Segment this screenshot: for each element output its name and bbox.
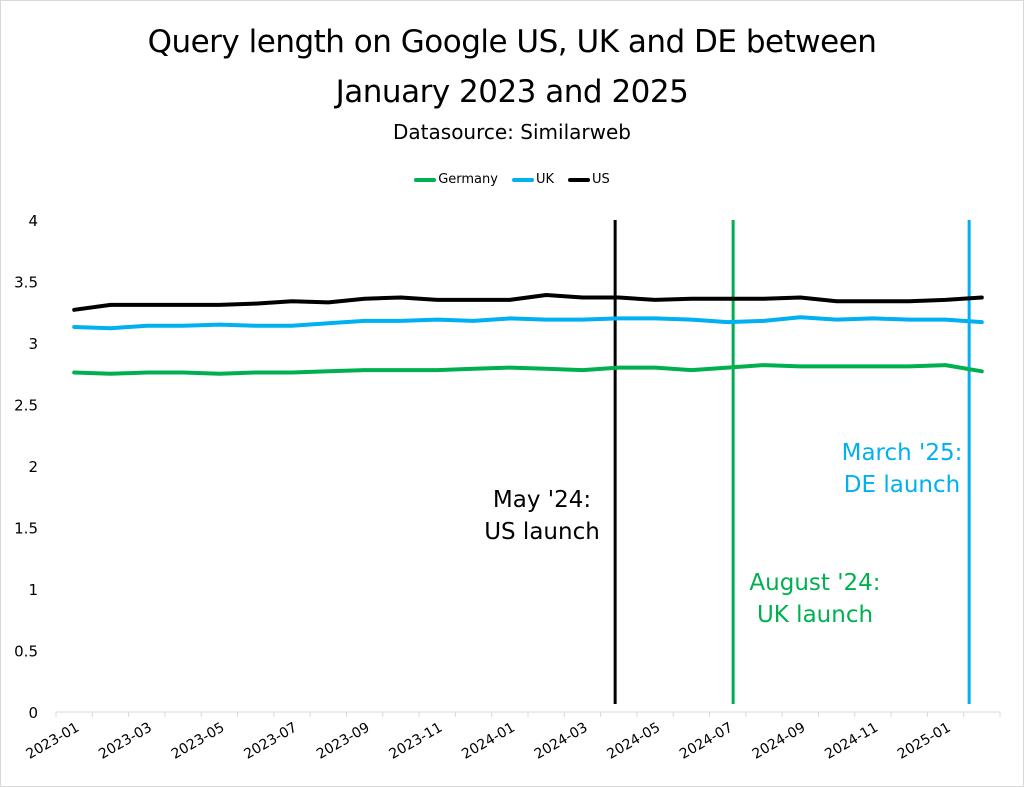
x-tick-label: 2023-07 (241, 720, 300, 763)
chart-title-line-2: January 2023 and 2025 (335, 74, 689, 110)
series-line-uk (72, 315, 984, 331)
y-tick-label: 1 (28, 581, 38, 599)
x-tick-label: 2024-03 (532, 720, 591, 763)
annotation-de-launch-line-1: March '25: (841, 440, 963, 466)
annotation-uk-launch-line-1: August '24: (749, 570, 881, 596)
legend-item-us: US (568, 172, 610, 187)
x-tick-label: 2024-09 (750, 720, 809, 763)
x-tick-label: 2023-11 (387, 720, 446, 763)
y-tick-label: 0.5 (14, 643, 38, 661)
x-tick-label: 2024-01 (459, 720, 518, 763)
series-line-germany (72, 363, 984, 376)
annotation-de-launch-line-2: DE launch (843, 472, 961, 498)
y-tick-label: 2 (28, 458, 38, 476)
annotation-us-launch-line-1: May '24: (492, 487, 592, 513)
legend-label-germany: Germany (438, 172, 498, 187)
legend-swatch-us (568, 177, 591, 182)
y-tick-label: 0 (28, 704, 38, 722)
legend-swatch-germany (414, 177, 437, 182)
legend-label-uk: UK (535, 172, 555, 187)
y-tick-label: 2.5 (14, 397, 38, 415)
annotation-de-launch: March '25: DE launch (822, 437, 982, 501)
x-tick-label: 2024-05 (604, 720, 663, 763)
legend-label-us: US (592, 172, 610, 187)
series-line-us (72, 293, 984, 312)
x-tick-label: 2023-03 (96, 720, 155, 763)
legend-item-germany: Germany (414, 172, 498, 187)
y-tick-label: 3.5 (14, 274, 38, 292)
chart-subtitle: Datasource: Similarweb (393, 120, 631, 144)
x-tick-label: 2023-09 (314, 720, 373, 763)
legend: Germany UK US (0, 172, 1024, 187)
annotation-us-launch: May '24: US launch (462, 484, 622, 548)
x-tick-label: 2023-05 (169, 720, 228, 763)
y-tick-label: 4 (28, 212, 38, 230)
x-tick-label: 2023-01 (23, 720, 82, 763)
legend-swatch-uk (511, 177, 534, 182)
x-tick-label: 2025-01 (895, 720, 954, 763)
chart-title-line-1: Query length on Google US, UK and DE bet… (147, 24, 877, 60)
annotation-uk-launch-line-2: UK launch (756, 602, 874, 628)
y-tick-label: 1.5 (14, 520, 38, 538)
annotation-us-launch-line-2: US launch (484, 519, 600, 545)
x-tick-label: 2024-11 (822, 720, 881, 763)
x-tick-label: 2024-07 (677, 720, 736, 763)
annotation-uk-launch: August '24: UK launch (735, 567, 895, 631)
y-tick-label: 3 (28, 335, 38, 353)
legend-item-uk: UK (511, 172, 555, 187)
